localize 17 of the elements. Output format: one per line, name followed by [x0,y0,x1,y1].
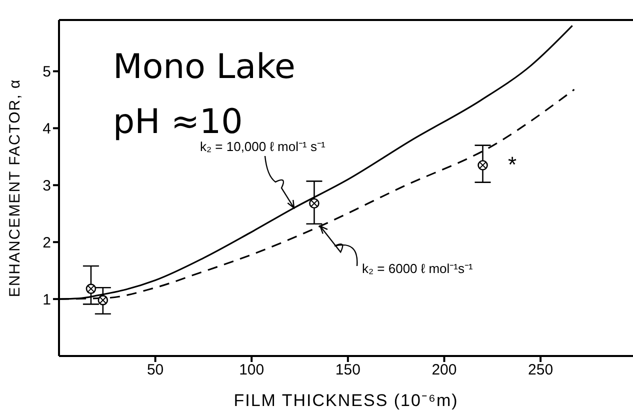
y-tick-label: 5 [42,64,51,81]
x-tick-label: 50 [146,362,164,379]
annotation: pH ≈10 [113,102,243,142]
annotation: k₂ = 10,000 ℓ mol⁻¹ s⁻¹ [200,139,326,154]
y-tick-label: 1 [42,291,51,308]
y-axis-title: ENHANCEMENT FACTOR, α [6,78,24,298]
annotation: k₂ = 6000 ℓ mol⁻¹s⁻¹ [362,261,474,276]
x-axis-title: FILM THICKNESS (10⁻⁶m) [234,391,458,410]
y-tick-label: 4 [42,120,51,138]
y-tick-label: 3 [42,177,51,194]
annotation: * [508,152,517,177]
y-tick-label: 2 [42,234,51,252]
x-tick-label: 100 [239,362,264,379]
x-tick-label: 150 [335,362,360,379]
annotation: Mono Lake [113,47,296,87]
x-tick-label: 200 [432,362,457,379]
x-tick-label: 250 [528,362,554,379]
